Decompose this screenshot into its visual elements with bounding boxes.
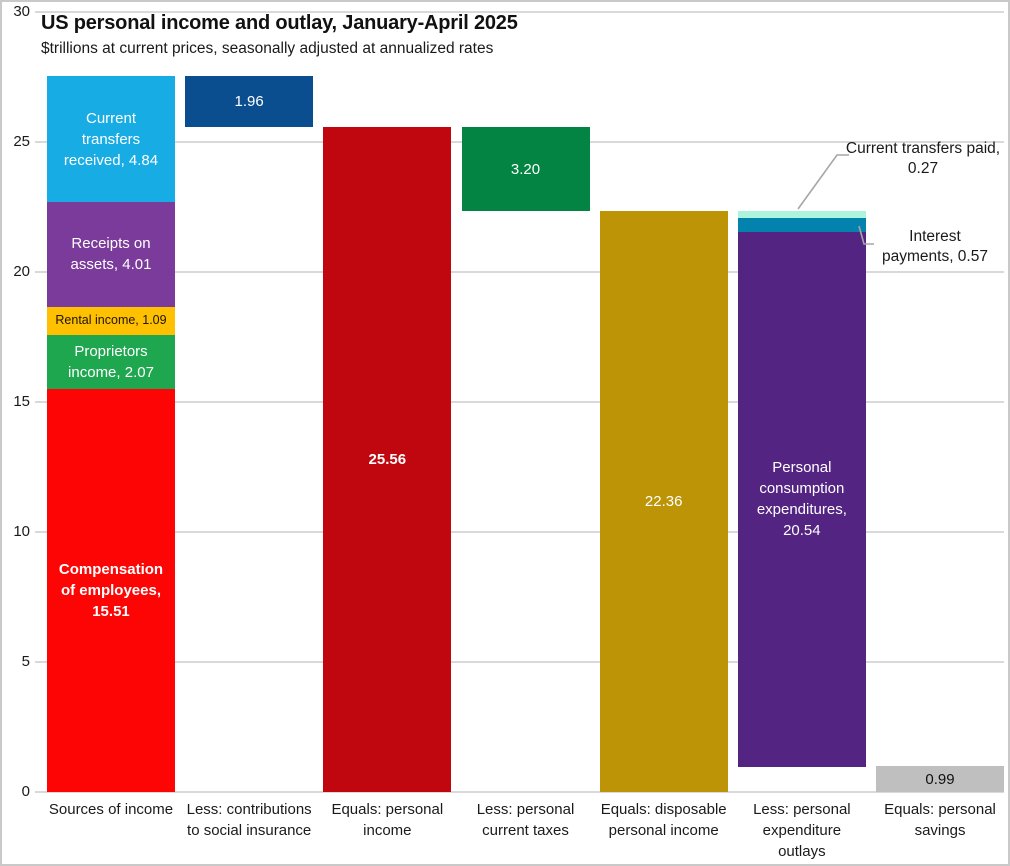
bar-segment-current-transfers-paid bbox=[737, 210, 866, 218]
annotation-line: Interest bbox=[909, 228, 961, 245]
x-axis-label-line: Equals: personal bbox=[884, 801, 996, 818]
label-line: 3.20 bbox=[510, 160, 541, 178]
label-line: Personal bbox=[772, 459, 832, 477]
x-axis-label-line: Less: personal bbox=[753, 801, 851, 818]
y-tick-label-10: 10 bbox=[13, 523, 30, 540]
gridline-30 bbox=[35, 11, 1004, 13]
x-axis-label-line: Less: personal bbox=[476, 801, 575, 818]
x-axis-label-line: Equals: disposable bbox=[600, 801, 727, 818]
x-axis-label-sources-of-income: Sources of income bbox=[36, 799, 186, 820]
bar-segment-label-proprietors-income: Proprietors income, 2.07 bbox=[47, 341, 175, 383]
label-line: Current bbox=[85, 109, 137, 127]
bar-segment-label-receipts-on-assets: Receipts on assets, 4.01 bbox=[47, 233, 175, 275]
bar-segment-personal-current-taxes: 3.20 bbox=[461, 127, 590, 211]
y-tick-label-15: 15 bbox=[13, 393, 30, 410]
bar-segment-receipts-on-assets: Receipts on assets, 4.01 bbox=[47, 202, 175, 307]
bar-segment-compensation-of-employees: Compensation of employees, 15.51 bbox=[47, 388, 175, 792]
x-axis-label-line: savings bbox=[914, 822, 966, 839]
gridline-20 bbox=[35, 271, 1004, 273]
label-line: assets, 4.01 bbox=[70, 256, 152, 274]
x-axis-label-equals-personal-income: Equals: personal income bbox=[312, 799, 462, 841]
label-line: income, 2.07 bbox=[68, 363, 154, 381]
label-line: expenditures, bbox=[756, 501, 847, 519]
label-line: 22.36 bbox=[644, 492, 683, 510]
annotation-current-transfers-paid: Current transfers paid, 0.27 bbox=[840, 139, 1006, 178]
x-axis-label-line: Less: contributions bbox=[186, 801, 312, 818]
label-line: consumption bbox=[759, 480, 845, 498]
label-line: of employees, bbox=[60, 581, 162, 599]
y-tick-label-0: 0 bbox=[21, 783, 30, 800]
label-line: Rental income, 1.09 bbox=[55, 313, 167, 328]
bar-segment-label-personal-income: 25.56 bbox=[323, 449, 451, 470]
bar-segment-label-personal-current-taxes: 3.20 bbox=[462, 159, 590, 180]
bar-segment-label-rental-income: Rental income, 1.09 bbox=[47, 312, 175, 329]
annotation-line: 0.27 bbox=[907, 159, 939, 177]
label-line: Compensation bbox=[58, 560, 164, 578]
x-axis-label-less-contributions-to-social-insurance: Less: contributions to social insurance bbox=[174, 799, 324, 841]
y-tick-label-30: 30 bbox=[13, 3, 30, 20]
bar-segment-proprietors-income: Proprietors income, 2.07 bbox=[47, 334, 175, 389]
annotation-line: Current transfers paid, bbox=[845, 140, 1001, 157]
annotation-interest-payments: Interest payments, 0.57 bbox=[860, 227, 1008, 266]
x-axis-label-line: outlays bbox=[778, 843, 826, 860]
x-axis-label-line: current taxes bbox=[482, 822, 569, 839]
x-axis-label-line: income bbox=[363, 822, 412, 839]
label-line: 25.56 bbox=[368, 451, 407, 469]
x-axis-label-equals-disposable-personal-income: Equals: disposable personal income bbox=[589, 799, 739, 841]
bar-segment-label-contributions-to-social-insurance: 1.96 bbox=[185, 91, 313, 112]
gridline-0 bbox=[35, 791, 1004, 793]
bar-segment-label-current-transfers-received: Current transfers received, 4.84 bbox=[47, 108, 175, 171]
x-axis-label-line: Sources of income bbox=[48, 801, 174, 818]
bar-segment-rental-income: Rental income, 1.09 bbox=[47, 306, 175, 335]
bar-segment-label-personal-savings: 0.99 bbox=[876, 769, 1004, 790]
gridline-15 bbox=[35, 401, 1004, 403]
bar-segment-current-transfers-received: Current transfers received, 4.84 bbox=[47, 76, 175, 203]
annotation-line: payments, 0.57 bbox=[882, 247, 988, 265]
x-axis-label-line: to social insurance bbox=[187, 822, 312, 839]
bar-segment-label-disposable-personal-income: 22.36 bbox=[600, 491, 728, 512]
x-axis-label-line: expenditure bbox=[762, 822, 842, 839]
y-tick-label-20: 20 bbox=[13, 263, 30, 280]
label-line: 0.99 bbox=[925, 770, 955, 788]
label-line: Proprietors bbox=[74, 342, 148, 360]
y-tick-label-25: 25 bbox=[13, 133, 30, 150]
label-line: Receipts on bbox=[71, 235, 151, 253]
gridline-5 bbox=[35, 661, 1004, 663]
gridline-10 bbox=[35, 531, 1004, 533]
x-axis-label-line: personal income bbox=[608, 822, 719, 839]
label-line: 20.54 bbox=[783, 522, 821, 540]
bar-segment-personal-income: 25.56 bbox=[323, 127, 452, 792]
bar-segment-contributions-to-social-insurance: 1.96 bbox=[185, 76, 314, 128]
x-axis-label-less-personal-expenditure-outlays: Less: personal expenditure outlays bbox=[727, 799, 877, 862]
y-tick-label-5: 5 bbox=[21, 653, 30, 670]
bar-segment-interest-payments bbox=[737, 217, 866, 233]
chart-subtitle: $trillions at current prices, seasonally… bbox=[41, 40, 494, 57]
label-line: 1.96 bbox=[234, 93, 264, 111]
bar-segment-label-personal-consumption-expenditures: Personal consumption expenditures, 20.54 bbox=[738, 457, 866, 541]
label-line: transfers bbox=[81, 130, 141, 148]
x-axis-label-equals-personal-savings: Equals: personal savings bbox=[865, 799, 1008, 841]
x-axis-label-line: Equals: personal bbox=[331, 801, 444, 818]
label-line: 15.51 bbox=[92, 602, 130, 620]
bar-segment-personal-savings: 0.99 bbox=[876, 766, 1005, 792]
chart-title: US personal income and outlay, January-A… bbox=[41, 12, 518, 34]
bar-segment-label-compensation-of-employees: Compensation of employees, 15.51 bbox=[47, 559, 175, 622]
x-axis-label-less-personal-current-taxes: Less: personal current taxes bbox=[451, 799, 601, 841]
bar-segment-personal-consumption-expenditures: Personal consumption expenditures, 20.54 bbox=[737, 232, 866, 767]
label-line: received, 4.84 bbox=[63, 151, 159, 169]
bar-segment-disposable-personal-income: 22.36 bbox=[599, 210, 728, 792]
